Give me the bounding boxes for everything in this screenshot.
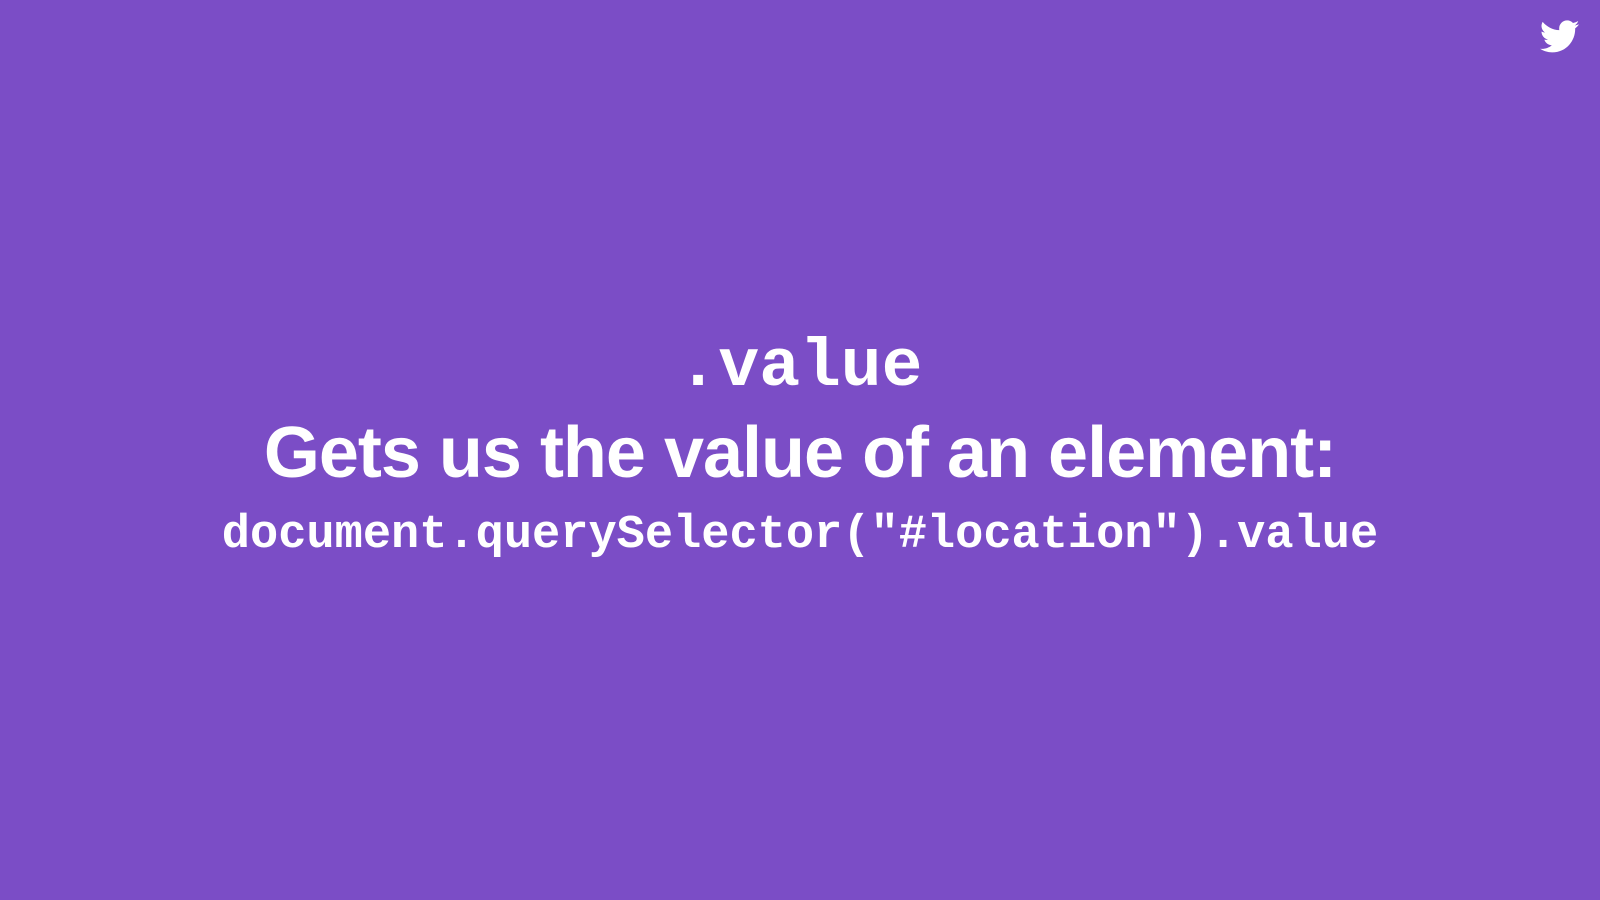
slide-heading: Gets us the value of an element: xyxy=(263,413,1337,493)
code-example: document.querySelector("#location").valu… xyxy=(221,509,1379,562)
twitter-icon[interactable] xyxy=(1540,20,1580,54)
code-heading: .value xyxy=(677,329,923,406)
slide-content: .value Gets us the value of an element: … xyxy=(0,330,1600,566)
